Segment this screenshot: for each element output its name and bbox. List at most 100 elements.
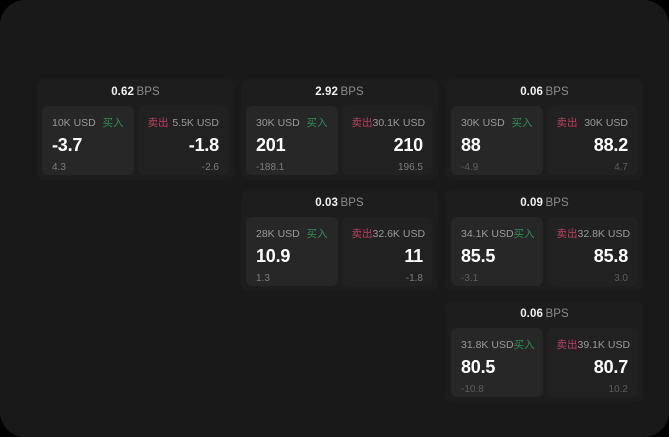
buy-footer-value: -10.8: [461, 384, 484, 395]
buy-panel[interactable]: 30K USD 买入 201 -188.1: [246, 106, 338, 175]
quote-column-2: 2.92 BPS 30K USD 买入 201 -188.1 卖出 30.1K USD 210 1…: [241, 79, 438, 301]
sell-panel[interactable]: 卖出 39.1K USD 80.7 10.2: [546, 328, 638, 397]
buy-panel[interactable]: 30K USD 买入 88 -4.9: [451, 106, 543, 175]
buy-tag: 买入: [102, 117, 124, 129]
card-body: 28K USD 买入 10.9 1.3 卖出 32.6K USD 11 -1.8: [241, 217, 438, 291]
buy-tag: 买入: [513, 339, 535, 351]
buy-footer-value: 4.3: [52, 162, 66, 173]
panel-header: 30K USD 买入: [461, 115, 533, 130]
sell-panel[interactable]: 卖出 30K USD 88.2 4.7: [546, 106, 638, 175]
buy-panel[interactable]: 28K USD 买入 10.9 1.3: [246, 217, 338, 286]
bps-value: 0.06: [520, 86, 543, 98]
quote-column-1: 0.62 BPS 10K USD 买入 -3.7 4.3 卖出 5.5K USD -1.8 -2.…: [37, 79, 234, 190]
sell-panel[interactable]: 卖出 32.8K USD 85.8 3.0: [546, 217, 638, 286]
quote-card[interactable]: 0.09 BPS 34.1K USD 买入 85.5 -3.1 卖出 32.8K USD 85.…: [446, 190, 643, 291]
buy-size-label: 30K USD: [461, 117, 505, 129]
buy-footer-value: -3.1: [461, 273, 479, 284]
bps-value: 0.06: [520, 308, 543, 320]
bps-value: 0.09: [520, 197, 543, 209]
buy-size-label: 28K USD: [256, 228, 300, 240]
buy-panel[interactable]: 10K USD 买入 -3.7 4.3: [42, 106, 134, 175]
panel-header: 卖出 32.6K USD: [351, 226, 426, 241]
sell-value: 85.8: [593, 246, 628, 266]
card-header: 2.92 BPS: [241, 79, 438, 106]
panel-header: 31.8K USD 买入: [461, 337, 535, 352]
sell-size-label: 5.5K USD: [172, 117, 219, 129]
panel-header: 卖出 5.5K USD: [148, 115, 220, 130]
card-body: 34.1K USD 买入 85.5 -3.1 卖出 32.8K USD 85.8 3.0: [446, 217, 643, 291]
buy-value: 10.9: [256, 246, 291, 266]
buy-footer-value: -188.1: [256, 162, 285, 173]
bps-value: 0.62: [111, 86, 134, 98]
panel-header: 30K USD 买入: [256, 115, 328, 130]
sell-size-label: 39.1K USD: [577, 339, 631, 351]
sell-footer-value: 10.2: [608, 384, 628, 395]
quote-column-3: 0.06 BPS 30K USD 买入 88 -4.9 卖出 30K USD 88.2 4.7 0.…: [446, 79, 643, 412]
buy-tag: 买入: [306, 117, 328, 129]
buy-footer-value: -4.9: [461, 162, 479, 173]
sell-footer-value: -1.8: [405, 273, 423, 284]
buy-size-label: 10K USD: [52, 117, 96, 129]
card-header: 0.62 BPS: [37, 79, 234, 106]
sell-value: 80.7: [593, 357, 628, 377]
bps-value: 0.03: [315, 197, 338, 209]
buy-size-label: 31.8K USD: [461, 339, 514, 351]
buy-panel[interactable]: 34.1K USD 买入 85.5 -3.1: [451, 217, 543, 286]
sell-tag: 卖出: [556, 117, 578, 129]
panel-header: 卖出 30.1K USD: [351, 115, 426, 130]
sell-footer-value: 196.5: [397, 162, 423, 173]
sell-panel[interactable]: 卖出 5.5K USD -1.8 -2.6: [137, 106, 229, 175]
sell-tag: 卖出: [351, 228, 373, 240]
sell-footer-value: -2.6: [201, 162, 219, 173]
sell-tag: 卖出: [351, 117, 373, 129]
sell-value: -1.8: [188, 135, 219, 155]
sell-size-label: 32.6K USD: [372, 228, 426, 240]
card-body: 30K USD 买入 88 -4.9 卖出 30K USD 88.2 4.7: [446, 106, 643, 180]
card-body: 10K USD 买入 -3.7 4.3 卖出 5.5K USD -1.8 -2.6: [37, 106, 234, 180]
sell-size-label: 30.1K USD: [372, 117, 426, 129]
panel-header: 卖出 30K USD: [557, 115, 629, 130]
buy-value: 80.5: [461, 357, 496, 377]
sell-panel[interactable]: 卖出 32.6K USD 11 -1.8: [341, 217, 433, 286]
panel-header: 卖出 39.1K USD: [556, 337, 631, 352]
sell-footer-value: 3.0: [614, 273, 628, 284]
panel-header: 34.1K USD 买入: [461, 226, 535, 241]
card-body: 30K USD 买入 201 -188.1 卖出 30.1K USD 210 196.5: [241, 106, 438, 180]
buy-size-label: 30K USD: [256, 117, 300, 129]
bps-unit-label: BPS: [545, 197, 569, 209]
buy-value: 85.5: [461, 246, 496, 266]
buy-size-label: 34.1K USD: [461, 228, 514, 240]
quote-card[interactable]: 0.62 BPS 10K USD 买入 -3.7 4.3 卖出 5.5K USD -1.8 -2.…: [37, 79, 234, 180]
quote-card[interactable]: 2.92 BPS 30K USD 买入 201 -188.1 卖出 30.1K USD 210 1…: [241, 79, 438, 180]
buy-footer-value: 1.3: [256, 273, 270, 284]
quote-card[interactable]: 0.06 BPS 30K USD 买入 88 -4.9 卖出 30K USD 88.2 4.7: [446, 79, 643, 180]
sell-value: 88.2: [593, 135, 628, 155]
card-header: 0.06 BPS: [446, 79, 643, 106]
card-header: 0.06 BPS: [446, 301, 643, 328]
sell-size-label: 32.8K USD: [577, 228, 631, 240]
card-header: 0.03 BPS: [241, 190, 438, 217]
bps-unit-label: BPS: [545, 308, 569, 320]
card-body: 31.8K USD 买入 80.5 -10.8 卖出 39.1K USD 80.7 10.2: [446, 328, 643, 402]
buy-tag: 买入: [513, 228, 535, 240]
quote-card[interactable]: 0.06 BPS 31.8K USD 买入 80.5 -10.8 卖出 39.1K USD 80…: [446, 301, 643, 402]
buy-value: -3.7: [52, 135, 83, 155]
buy-panel[interactable]: 31.8K USD 买入 80.5 -10.8: [451, 328, 543, 397]
sell-value: 11: [404, 246, 423, 266]
sell-value: 210: [393, 135, 424, 155]
panel-header: 28K USD 买入: [256, 226, 328, 241]
buy-value: 88: [461, 135, 481, 155]
sell-panel[interactable]: 卖出 30.1K USD 210 196.5: [341, 106, 433, 175]
bps-unit-label: BPS: [545, 86, 569, 98]
bps-unit-label: BPS: [340, 86, 364, 98]
bps-unit-label: BPS: [136, 86, 160, 98]
sell-tag: 卖出: [556, 339, 578, 351]
card-header: 0.09 BPS: [446, 190, 643, 217]
buy-tag: 买入: [511, 117, 533, 129]
panel-header: 10K USD 买入: [52, 115, 124, 130]
bps-value: 2.92: [315, 86, 338, 98]
sell-size-label: 30K USD: [584, 117, 628, 129]
quote-card[interactable]: 0.03 BPS 28K USD 买入 10.9 1.3 卖出 32.6K USD 11 -1.8: [241, 190, 438, 291]
bps-unit-label: BPS: [340, 197, 364, 209]
